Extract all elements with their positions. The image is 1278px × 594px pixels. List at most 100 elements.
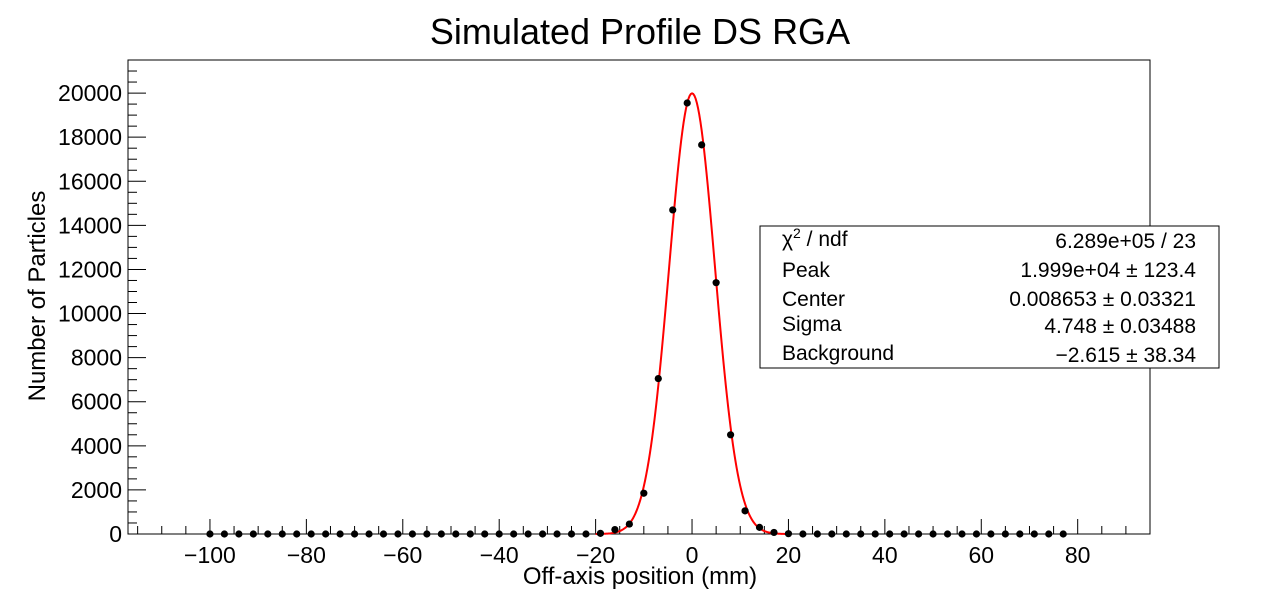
stats-center-value: 0.008653 ± 0.03321 [1009, 288, 1196, 311]
y-tick-label: 14000 [58, 212, 122, 238]
data-point [524, 530, 532, 538]
data-point [1045, 530, 1053, 538]
data-point [336, 530, 344, 538]
chi-symbol: χ [782, 228, 793, 251]
data-point [813, 530, 821, 538]
x-tick-label: −100 [184, 542, 236, 568]
stats-sigma-value: 4.748 ± 0.03488 [1044, 315, 1196, 338]
data-point [452, 530, 460, 538]
x-tick-label: −80 [287, 542, 326, 568]
data-point [972, 530, 981, 538]
data-point [466, 530, 474, 538]
data-point [1030, 530, 1038, 538]
stats-background-value: −2.615 ± 38.34 [1055, 344, 1196, 367]
data-point [654, 374, 662, 383]
data-point [915, 530, 923, 538]
data-point [423, 530, 431, 538]
x-tick-label: 20 [776, 542, 802, 568]
data-point [857, 530, 865, 538]
data-point [698, 141, 706, 149]
stats-peak-value: 1.999e+04 ± 123.4 [1020, 259, 1196, 282]
data-point [481, 530, 489, 538]
data-point [842, 530, 850, 538]
data-point [900, 530, 908, 538]
data-point [582, 530, 590, 538]
data-point [726, 431, 735, 439]
y-tick-label: 12000 [58, 256, 122, 282]
y-tick-label: 20000 [58, 80, 122, 106]
stats-box-frame [759, 225, 1220, 369]
data-point [611, 525, 619, 534]
data-point [871, 530, 879, 538]
x-tick-label: 60 [968, 542, 994, 568]
y-tick-label: 16000 [58, 168, 122, 194]
stats-sigma-label: Sigma [782, 313, 842, 336]
data-point [958, 530, 966, 538]
data-point [553, 530, 561, 538]
data-point [712, 279, 720, 287]
data-point [625, 520, 633, 528]
y-tick-label: 8000 [71, 345, 122, 371]
data-point [741, 507, 749, 515]
data-point [293, 530, 301, 538]
data-point [683, 99, 691, 107]
y-tick-label: 6000 [71, 389, 122, 415]
y-tick-label: 2000 [71, 477, 122, 503]
data-point [755, 523, 764, 531]
data-point [669, 206, 677, 214]
data-point [220, 530, 229, 538]
data-point [596, 529, 605, 537]
stats-box: χ2 / ndf 6.289e+05 / 23 Peak 1.999e+04 ±… [759, 225, 1220, 369]
data-point [495, 530, 503, 538]
x-tick-label: 0 [686, 542, 699, 568]
y-tick-label: 4000 [71, 433, 122, 459]
data-point [886, 530, 894, 538]
stats-center-label: Center [782, 288, 845, 311]
data-point [408, 530, 417, 538]
data-point [278, 530, 286, 538]
x-tick-label: −20 [576, 542, 615, 568]
data-point [799, 530, 807, 538]
data-point [828, 530, 836, 538]
data-point [249, 530, 257, 538]
data-point [235, 530, 243, 538]
data-point [1001, 530, 1009, 538]
y-axis: 0 2000 4000 6000 8000 10000 12000 14000 16000 180… [58, 59, 146, 547]
x-axis: −100 −80 −60 −40 −20 0 20 40 60 80 [137, 519, 1151, 568]
stats-chi2-value: 6.289e+05 / 23 [1055, 230, 1196, 253]
x-tick-label: −40 [480, 542, 519, 568]
data-point [206, 530, 214, 538]
data-point [770, 528, 778, 537]
y-tick-label: 18000 [58, 124, 122, 150]
x-tick-label: −60 [383, 542, 422, 568]
data-point [987, 530, 995, 538]
data-point [929, 530, 937, 538]
stats-peak-label: Peak [782, 259, 830, 282]
data-point [379, 530, 388, 538]
data-point [1016, 530, 1024, 538]
stats-background-label: Background [782, 342, 894, 365]
data-point [322, 530, 330, 538]
data-point [437, 530, 445, 538]
data-point [510, 530, 518, 538]
x-tick-label: 40 [872, 542, 898, 568]
stats-chi2-label: χ2 / ndf [782, 225, 848, 251]
data-point [350, 530, 359, 538]
data-point [307, 530, 315, 538]
chart-title: Simulated Profile DS RGA [430, 11, 850, 52]
data-point [567, 530, 576, 538]
data-point [264, 530, 272, 538]
x-axis-label: Off-axis position (mm) [523, 563, 757, 590]
data-point [1059, 530, 1067, 538]
data-point [943, 530, 952, 538]
y-tick-label: 10000 [58, 301, 122, 327]
data-point [784, 530, 793, 538]
y-axis-label: Number of Particles [24, 191, 51, 402]
data-point [394, 530, 402, 538]
data-point [538, 530, 547, 538]
chi-superscript: 2 [793, 225, 801, 241]
x-tick-label: 80 [1065, 542, 1091, 568]
chi-ndf-text: / ndf [801, 228, 848, 251]
data-point [640, 489, 648, 497]
y-tick-label: 0 [109, 521, 122, 547]
